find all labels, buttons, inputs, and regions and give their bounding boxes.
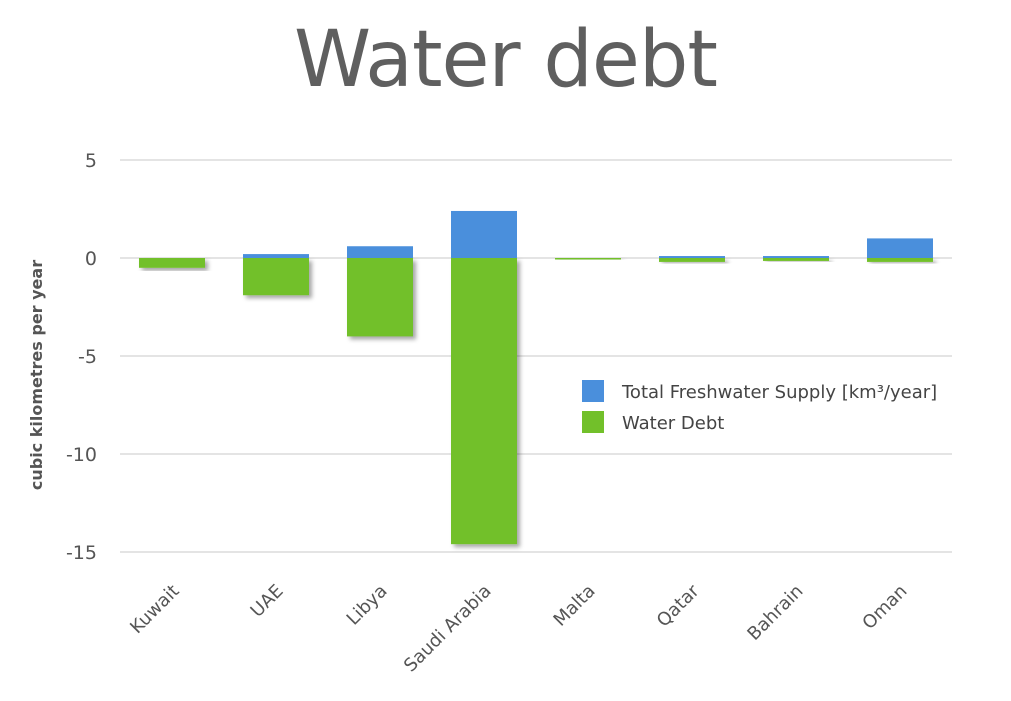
x-category-label: Bahrain xyxy=(743,581,807,645)
y-tick-label: 5 xyxy=(85,150,97,172)
gridlines xyxy=(120,159,952,553)
legend-swatch xyxy=(582,411,604,433)
bars xyxy=(139,210,933,545)
chart-title: Water debt xyxy=(294,15,718,105)
bar-water-debt xyxy=(451,258,517,545)
bar-freshwater-supply xyxy=(451,210,517,258)
bar-freshwater-supply xyxy=(763,256,829,258)
bar-water-debt xyxy=(659,258,725,262)
bar-freshwater-supply xyxy=(867,238,933,258)
bar-freshwater-supply xyxy=(659,256,725,258)
y-axis-title: cubic kilometres per year xyxy=(27,260,46,490)
y-tick-labels: 5 0 -5 -10 -15 xyxy=(66,150,97,564)
y-tick-label: -15 xyxy=(66,542,97,564)
bar-water-debt xyxy=(555,258,621,260)
y-tick-label: 0 xyxy=(85,248,97,270)
legend: Total Freshwater Supply [km³/year] Water … xyxy=(582,380,937,434)
legend-label: Total Freshwater Supply [km³/year] xyxy=(621,382,937,403)
x-category-label: Libya xyxy=(343,581,392,630)
bar-freshwater-supply xyxy=(347,246,413,258)
bar-water-debt xyxy=(867,258,933,262)
x-category-label: Malta xyxy=(550,581,600,631)
legend-swatch xyxy=(582,380,604,402)
y-tick-label: -5 xyxy=(78,346,97,368)
y-tick-label: -10 xyxy=(66,444,97,466)
bar-water-debt xyxy=(347,258,413,337)
bar-water-debt xyxy=(139,258,205,268)
bar-water-debt xyxy=(763,258,829,261)
x-category-labels: Kuwait UAE Libya Saudi Arabia Malta Qatar Bahr… xyxy=(126,580,911,676)
x-category-label: Saudi Arabia xyxy=(400,581,496,677)
x-category-label: Oman xyxy=(858,581,911,634)
bar-water-debt xyxy=(243,258,309,296)
x-category-label: Kuwait xyxy=(126,581,183,638)
x-category-label: Qatar xyxy=(653,580,704,631)
x-category-label: UAE xyxy=(247,581,288,622)
legend-label: Water Debt xyxy=(622,413,724,434)
bar-freshwater-supply xyxy=(243,254,309,258)
